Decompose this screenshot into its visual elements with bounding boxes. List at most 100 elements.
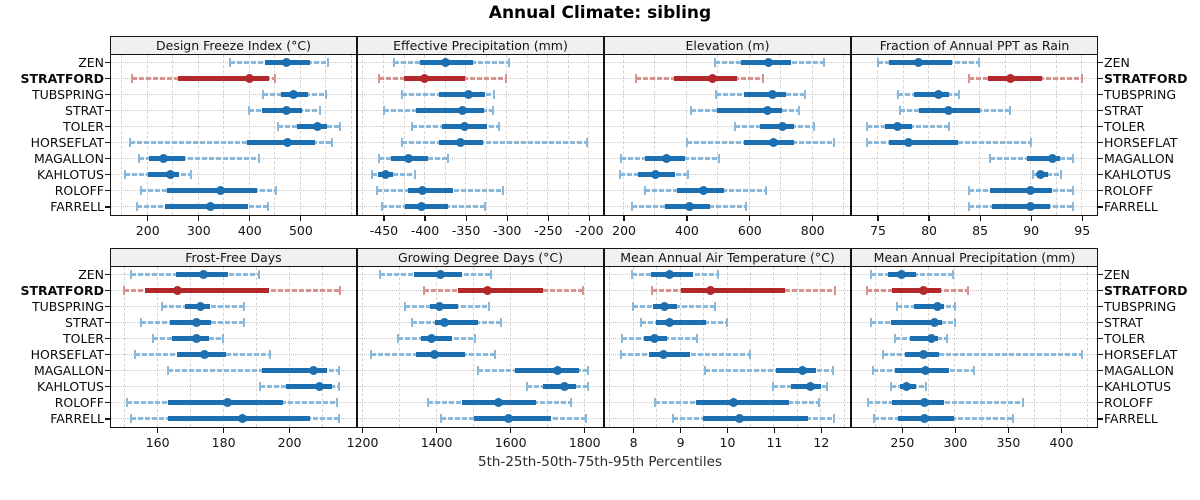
row-guide-line [852, 305, 1097, 307]
whisker-cap-95th [339, 285, 342, 295]
station-label-right: STRATFORD [1104, 282, 1188, 298]
gridline [843, 55, 845, 215]
station-label-left: ROLOFF [54, 394, 104, 410]
median-dot [416, 201, 426, 211]
whisker-cap-5th [733, 121, 736, 131]
station-label-right: ROLOFF [1104, 394, 1154, 410]
station-label-left: MAGALLON [33, 362, 104, 378]
x-axis-tick [633, 428, 635, 433]
x-axis-tick [465, 216, 467, 221]
whisker-cap-5th [988, 153, 991, 163]
station-axis-tick [1098, 322, 1103, 324]
x-tick-label: -250 [534, 223, 563, 238]
row-guide-line [852, 385, 1097, 387]
whisker-cap-5th [619, 169, 622, 179]
whisker-cap-95th [498, 121, 501, 131]
station-label-right: HORSEFLAT [1104, 134, 1178, 150]
station-axis-tick [105, 190, 110, 192]
whisker-cap-5th [400, 89, 403, 99]
gridline [506, 55, 508, 215]
whisker-cap-95th [585, 413, 588, 423]
median-dot [282, 57, 292, 67]
whisker-cap-5th [631, 269, 634, 279]
station-axis-tick [1098, 110, 1103, 112]
x-tick-label: 80 [921, 223, 938, 238]
row-guide-line [358, 385, 603, 387]
whisker-cap-95th [338, 365, 341, 375]
gridline [172, 55, 174, 215]
gridline [526, 55, 528, 215]
median-dot [420, 73, 430, 83]
whisker-cap-5th [375, 185, 378, 195]
median-dot [661, 153, 671, 163]
percentile-bar-25-75 [172, 335, 209, 341]
whisker-cap-5th [898, 105, 901, 115]
x-tick-label: -450 [369, 223, 399, 238]
x-tick-label: 160 [145, 435, 170, 450]
whisker-cap-5th [377, 153, 380, 163]
gridline [685, 55, 687, 215]
median-dot [933, 301, 943, 311]
percentile-whisker-5-95 [130, 140, 332, 144]
x-tick-label: 350 [996, 435, 1021, 450]
whisker-cap-95th [833, 285, 836, 295]
whisker-cap-95th [330, 137, 333, 147]
whisker-cap-95th [832, 137, 835, 147]
panel-fraction-of-annual-ppt-as-rain [851, 54, 1098, 216]
station-axis-tick [105, 306, 110, 308]
whisker-cap-95th [501, 185, 504, 195]
row-guide-line [852, 125, 1097, 127]
median-dot [192, 317, 202, 327]
gridline [679, 267, 681, 427]
x-axis-tick [623, 216, 625, 221]
gridline [632, 267, 634, 427]
x-axis-tick [510, 428, 512, 433]
median-dot [706, 285, 716, 295]
whisker-cap-95th [243, 301, 246, 311]
median-dot [651, 169, 661, 179]
station-label-right: STRAT [1104, 102, 1143, 118]
median-dot [457, 105, 467, 115]
whisker-cap-5th [968, 201, 971, 211]
station-axis-tick [1098, 386, 1103, 388]
percentile-bar-25-75 [285, 383, 332, 389]
gridline [424, 55, 426, 215]
whisker-cap-5th [890, 381, 893, 391]
median-dot [173, 285, 183, 295]
median-dot [216, 185, 226, 195]
whisker-cap-95th [1012, 413, 1015, 423]
row-guide-line [111, 385, 356, 387]
percentile-bar-25-75 [743, 139, 794, 145]
x-axis-tick [773, 428, 775, 433]
median-dot [919, 413, 929, 423]
whisker-cap-5th [411, 317, 414, 327]
percentile-bar-25-75 [420, 335, 452, 341]
median-dot [1026, 201, 1036, 211]
whisker-cap-95th [258, 269, 261, 279]
x-axis-tick [979, 216, 981, 221]
median-dot [698, 185, 708, 195]
whisker-cap-5th [379, 269, 382, 279]
gridline [773, 267, 775, 427]
gridline [726, 267, 728, 427]
station-label-left: STRATFORD [20, 70, 104, 86]
whisker-cap-5th [526, 381, 529, 391]
median-dot [763, 105, 773, 115]
gridline [382, 55, 384, 215]
median-dot [685, 201, 695, 211]
gridline [748, 55, 750, 215]
x-tick-label: 1600 [494, 435, 527, 450]
median-dot [897, 269, 907, 279]
row-guide-line [358, 157, 603, 159]
x-tick-label: 75 [870, 223, 886, 238]
figure-title: Annual Climate: sibling [488, 3, 712, 23]
station-label-right: FARRELL [1104, 410, 1158, 426]
station-label-right: TOLER [1104, 118, 1146, 134]
x-axis-tick [1081, 216, 1083, 221]
percentiles-caption: 5th-25th-50th-75th-95th Percentiles [478, 454, 722, 470]
whisker-cap-95th [325, 89, 328, 99]
whisker-cap-5th [870, 317, 873, 327]
row-guide-line [605, 273, 850, 275]
row-guide-line [358, 337, 603, 339]
